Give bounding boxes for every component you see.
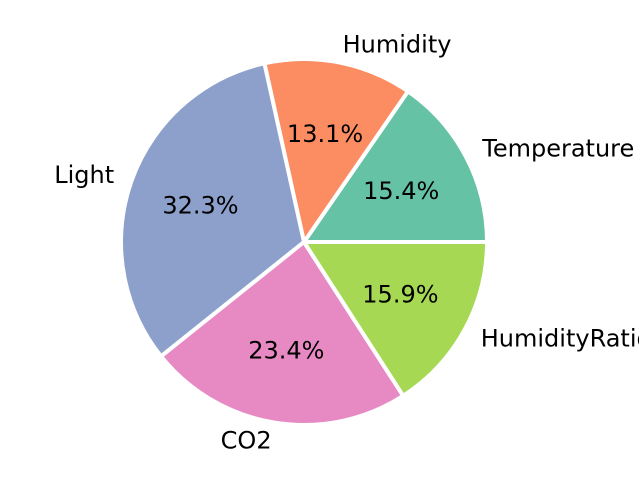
pie-slice-humidityratio <box>302 240 489 398</box>
pct-label-humidityratio: 15.9% <box>362 281 438 309</box>
pie-slices <box>119 57 489 427</box>
pct-label-temperature: 15.4% <box>363 177 439 205</box>
pie-slice-light <box>119 61 306 359</box>
category-label-light: Light <box>54 161 114 189</box>
pct-label-co2: 23.4% <box>248 336 324 364</box>
pct-label-humidity: 13.1% <box>287 120 363 148</box>
pie-labels: 15.4% Temperature 13.1% Humidity 32.3% Light 2… <box>54 30 639 454</box>
category-label-humidity: Humidity <box>343 30 452 58</box>
pie-slice-co2 <box>159 240 406 427</box>
pie-slice-humidity <box>262 57 410 244</box>
category-label-humidityratio: HumidityRatio <box>481 324 639 352</box>
pie-slice-temperature <box>302 89 489 244</box>
category-label-temperature: Temperature <box>481 134 634 162</box>
category-label-co2: CO2 <box>221 427 272 455</box>
pct-label-light: 32.3% <box>162 191 238 219</box>
